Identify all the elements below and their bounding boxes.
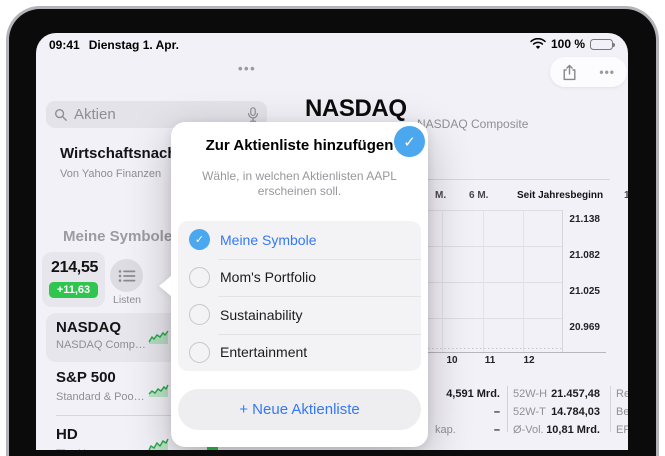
stat-label: 52W-H: [513, 388, 548, 400]
watchlist-option-label: Mom's Portfolio: [220, 269, 317, 286]
checked-circle-icon: ✓: [189, 229, 210, 250]
wifi-icon: [530, 38, 546, 49]
x-axis-tick: 11: [484, 355, 496, 366]
row-divider: [56, 415, 208, 416]
range-tab-ytd[interactable]: Seit Jahresbeginn: [517, 190, 604, 201]
watchlist-option-label: Entertainment: [220, 344, 308, 361]
mic-icon[interactable]: [247, 106, 259, 123]
news-widget-title[interactable]: Wirtschaftsnach: [60, 145, 173, 162]
y-axis-tick: 21.025: [569, 286, 600, 297]
watchlist-option-moms-portfolio[interactable]: Mom's Portfolio: [178, 258, 421, 297]
x-axis-tick: 10: [446, 355, 458, 366]
stock-change-badge: +11,63: [49, 282, 98, 298]
more-icon[interactable]: •••: [599, 65, 615, 79]
done-button[interactable]: ✓: [394, 126, 425, 157]
toolbar: •••: [550, 57, 627, 87]
page-title: NASDAQ: [305, 95, 407, 122]
symbol-subtitle: Standard & Poo…: [56, 391, 145, 403]
stat-value: 14.784,03: [551, 406, 600, 418]
sparkline-chart: [148, 330, 169, 344]
stat-value: –: [493, 424, 500, 436]
symbol-name: NASDAQ: [56, 319, 122, 336]
watchlist-section-header: Meine Symbole: [63, 228, 173, 245]
range-tab-6m[interactable]: 6 M.: [469, 190, 489, 201]
status-bar-left: 09:41 Dienstag 1. Apr.: [49, 38, 179, 52]
range-tab-1y[interactable]: 1: [624, 190, 628, 201]
symbol-name: HD: [56, 426, 78, 443]
watchlist-option-meine-symbole[interactable]: ✓ Meine Symbole: [178, 221, 421, 259]
status-bar-right: 100 %: [530, 37, 615, 51]
stat-label: 52W-T: [513, 406, 546, 418]
watchlist-option-label: Sustainability: [220, 306, 303, 323]
lists-button-label: Listen: [112, 294, 142, 306]
stat-label: EPS: [616, 424, 628, 436]
stat-value: –: [493, 406, 500, 418]
popover-arrow: [159, 276, 171, 296]
stat-value: 4,591 Mrd.: [446, 388, 500, 400]
clock: 09:41: [49, 38, 80, 52]
unchecked-circle-icon: [189, 341, 210, 363]
y-axis-tick: 21.082: [569, 250, 600, 261]
screen: 09:41 Dienstag 1. Apr. 100 % ••• Aktien …: [36, 33, 628, 450]
stat-label: Ren: [616, 388, 628, 400]
lists-button[interactable]: [110, 259, 143, 292]
date: Dienstag 1. Apr.: [88, 38, 179, 52]
battery-icon: [590, 38, 615, 50]
stats-divider: [507, 386, 508, 432]
share-icon[interactable]: [562, 64, 577, 81]
search-input[interactable]: Aktien: [46, 101, 267, 128]
unchecked-circle-icon: [189, 304, 210, 325]
watchlist-option-sustainability[interactable]: Sustainability: [178, 296, 421, 334]
stats-divider: [610, 386, 611, 432]
popover-subtitle: Wähle, in welchen Aktienlisten AAPL ersc…: [202, 169, 397, 198]
sidebar-row-sp500[interactable]: S&P 500 Standard & Poo…: [46, 365, 218, 413]
stat-value: 10,81 Mrd.: [546, 424, 600, 436]
selected-stock-quote-card[interactable]: 214,55 +11,63: [42, 252, 105, 307]
symbol-name: S&P 500: [56, 369, 116, 386]
y-axis-tick: 21.138: [569, 214, 600, 225]
sparkline-chart: [148, 438, 169, 450]
add-to-watchlist-popover: Zur Aktienliste hinzufügen ✓ Wähle, in w…: [159, 122, 428, 447]
unchecked-circle-icon: [189, 266, 210, 288]
watchlist-option-label: Meine Symbole: [220, 231, 317, 248]
stat-label: kap.: [435, 424, 456, 436]
check-icon: ✓: [403, 132, 416, 151]
list-icon: [118, 269, 135, 282]
stock-price: 214,55: [51, 259, 99, 276]
stat-value: 21.457,48: [551, 388, 600, 400]
search-icon: [54, 108, 67, 121]
y-axis-tick: 20.969: [569, 322, 600, 333]
new-watchlist-button[interactable]: + Neue Aktienliste: [178, 389, 421, 430]
battery-percent: 100 %: [550, 37, 585, 51]
news-widget-source: Von Yahoo Finanzen: [60, 168, 162, 180]
search-placeholder: Aktien: [74, 106, 116, 123]
watchlist-option-entertainment[interactable]: Entertainment: [178, 333, 421, 372]
symbol-subtitle: The Hom…: [56, 448, 148, 450]
popover-title: Zur Aktienliste hinzufügen: [205, 137, 394, 154]
page-subtitle: NASDAQ Composite: [417, 117, 529, 131]
sidebar-more-icon[interactable]: •••: [238, 61, 257, 76]
stat-label: Beta: [616, 406, 628, 418]
symbol-subtitle: NASDAQ Comp…: [56, 339, 146, 351]
stat-label: Ø-Vol.: [513, 424, 544, 436]
sparkline-chart: [148, 384, 169, 397]
x-axis-tick: 12: [523, 355, 535, 366]
header-divider: [310, 179, 610, 180]
range-tab-month[interactable]: M.: [435, 190, 447, 201]
watchlist-options-group: ✓ Meine Symbole Mom's Portfolio Sustaina…: [178, 221, 421, 371]
